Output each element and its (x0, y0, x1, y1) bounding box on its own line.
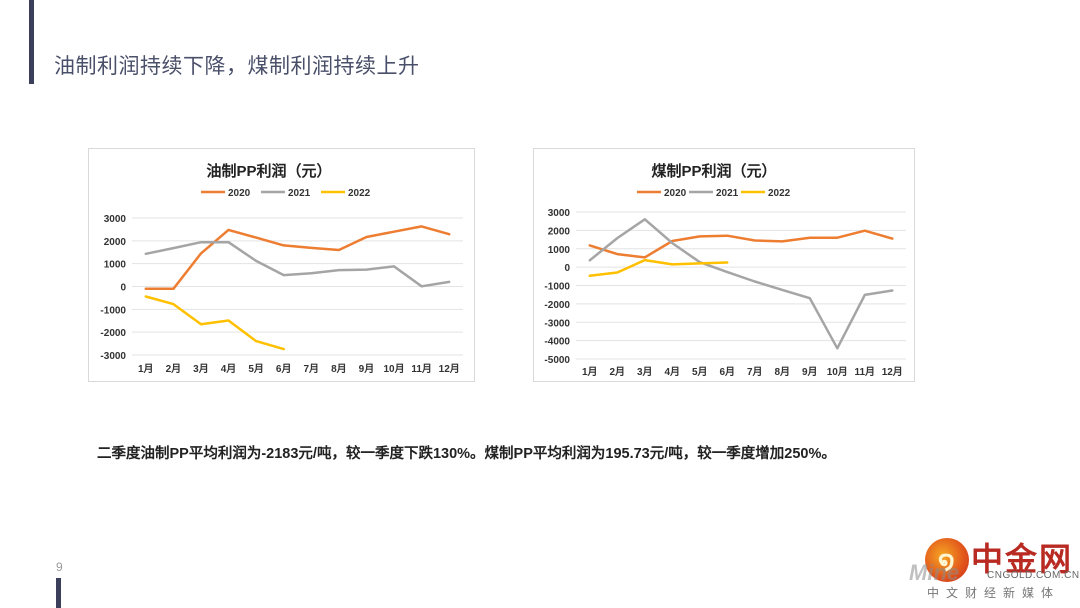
x-tick-label: 4月 (221, 363, 237, 375)
legend-label-2020: 2020 (664, 188, 687, 199)
x-tick-label: 10月 (383, 363, 404, 375)
y-tick-label: 0 (564, 263, 570, 274)
y-tick-label: -3000 (100, 351, 126, 362)
x-tick-label: 11月 (854, 366, 875, 378)
x-tick-label: 6月 (719, 366, 735, 378)
legend-label-2020: 2020 (228, 188, 251, 199)
chart-title: 煤制PP利润（元） (651, 162, 776, 180)
coal-pp-profit-chart: 煤制PP利润（元） 2020 2021 2022 3000 2000 1000 0 -1000 -… (533, 148, 915, 382)
page-number: 9 (56, 560, 63, 574)
y-tick-label: 3000 (548, 208, 571, 219)
y-tick-label: -1000 (100, 305, 126, 316)
x-tick-label: 4月 (664, 366, 680, 378)
y-tick-label: 2000 (104, 237, 127, 248)
logo-watermark: Mine (909, 560, 960, 585)
x-tick-label: 9月 (802, 366, 818, 378)
x-tick-label: 12月 (882, 366, 903, 378)
x-tick-label: 9月 (359, 363, 375, 375)
x-tick-label: 2月 (609, 366, 625, 378)
slide-title: 油制利润持续下降，煤制利润持续上升 (54, 55, 420, 78)
legend-label-2021: 2021 (716, 188, 739, 199)
x-tick-label: 8月 (774, 366, 790, 378)
logo-swirl-icon (925, 538, 969, 582)
logo-swirl-glyph: ໑ (938, 546, 955, 576)
logo-domain: CNGOLD.COM.CN (987, 570, 1080, 581)
x-tick-label: 2月 (166, 363, 182, 375)
footer-accent-bar (56, 578, 61, 608)
series-line-2022 (144, 295, 285, 351)
x-tick-label: 1月 (582, 366, 598, 378)
y-tick-label: 1000 (548, 245, 571, 256)
x-tick-label: 6月 (276, 363, 292, 375)
x-tick-label: 10月 (827, 366, 848, 378)
y-tick-label: 2000 (548, 226, 571, 237)
legend-label-2022: 2022 (768, 188, 791, 199)
series-line-2020 (588, 229, 894, 259)
x-tick-label: 5月 (248, 363, 264, 375)
y-tick-label: -4000 (544, 337, 570, 348)
series-line-2021 (588, 218, 894, 350)
legend-label-2021: 2021 (288, 188, 311, 199)
y-tick-label: 1000 (104, 260, 127, 271)
x-tick-label: 7月 (304, 363, 320, 375)
cngold-logo: ໑ 中金网 Mine CNGOLD.COM.CN 中文财经新媒体 (905, 530, 1080, 608)
series-line-2020 (144, 225, 451, 291)
oil-pp-profit-chart-svg: 油制PP利润（元） 2020 2021 2022 3000 2000 1000 0 -1000 -… (100, 162, 463, 375)
series-line-2021 (144, 240, 451, 288)
x-tick-label: 3月 (637, 366, 653, 378)
y-tick-label: -2000 (544, 300, 570, 311)
x-tick-label: 8月 (331, 363, 347, 375)
y-tick-label: -3000 (544, 318, 570, 329)
summary-text: 二季度油制PP平均利润为-2183元/吨，较一季度下跌130%。煤制PP平均利润… (97, 446, 836, 462)
logo-tagline: 中文财经新媒体 (927, 586, 1061, 600)
y-tick-label: 0 (120, 283, 126, 294)
title-accent-bar (29, 0, 34, 84)
y-tick-label: -5000 (544, 355, 570, 366)
x-tick-label: 1月 (138, 363, 154, 375)
x-tick-label: 12月 (439, 363, 460, 375)
x-tick-label: 7月 (747, 366, 763, 378)
coal-pp-profit-chart-svg: 煤制PP利润（元） 2020 2021 2022 3000 2000 1000 0 -1000 -… (544, 162, 906, 378)
logo-brand-name: 中金网 (971, 540, 1074, 578)
chart-title: 油制PP利润（元） (206, 162, 331, 180)
oil-pp-profit-chart: 油制PP利润（元） 2020 2021 2022 3000 2000 1000 0 -1000 -… (88, 148, 475, 382)
x-tick-label: 5月 (692, 366, 708, 378)
legend-label-2022: 2022 (348, 188, 371, 199)
x-tick-label: 11月 (411, 363, 432, 375)
y-tick-label: 3000 (104, 214, 127, 225)
series-line-2022 (588, 258, 729, 278)
y-tick-label: -2000 (100, 328, 126, 339)
x-tick-label: 3月 (193, 363, 209, 375)
y-tick-label: -1000 (544, 282, 570, 293)
